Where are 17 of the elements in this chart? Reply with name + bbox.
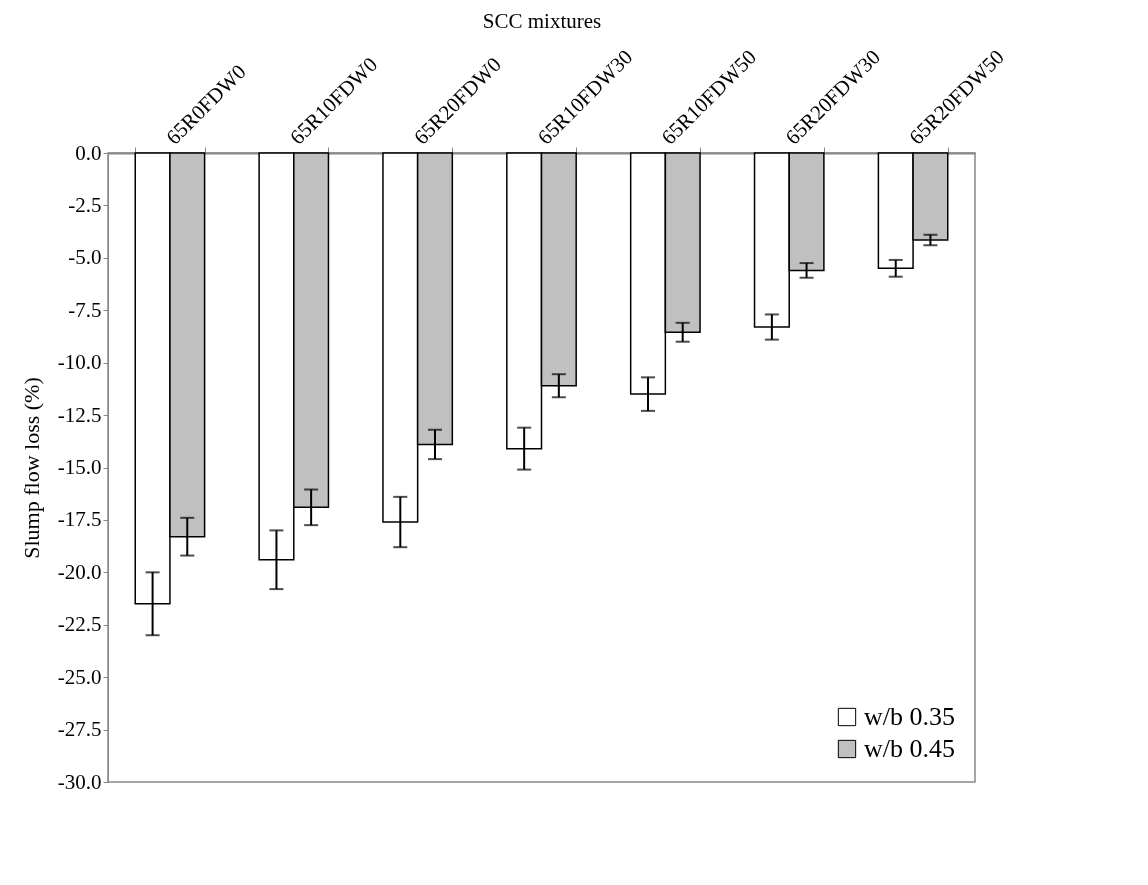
y-tick-label: -20.0 xyxy=(57,559,102,584)
x-axis-title: SCC mixtures xyxy=(482,9,602,34)
y-tick-label: -2.5 xyxy=(68,192,102,217)
y-tick-label: -25.0 xyxy=(57,664,102,689)
y-tick-label: -10.0 xyxy=(57,350,102,375)
y-tick-label: -27.5 xyxy=(57,717,102,742)
legend-label: w/b 0.45 xyxy=(864,734,955,763)
y-tick-label: -12.5 xyxy=(57,402,102,427)
legend-label: w/b 0.35 xyxy=(864,702,955,731)
y-tick-label: 0.0 xyxy=(75,140,102,165)
y-tick-label: -7.5 xyxy=(68,297,102,322)
y-tick-label: -5.0 xyxy=(68,245,102,270)
y-tick-label: -17.5 xyxy=(57,507,102,532)
y-tick-label: -30.0 xyxy=(57,769,102,794)
y-tick-label: -22.5 xyxy=(57,612,102,637)
y-axis-title: Slump flow loss (%) xyxy=(18,377,44,559)
y-tick-label: -15.0 xyxy=(57,455,102,479)
